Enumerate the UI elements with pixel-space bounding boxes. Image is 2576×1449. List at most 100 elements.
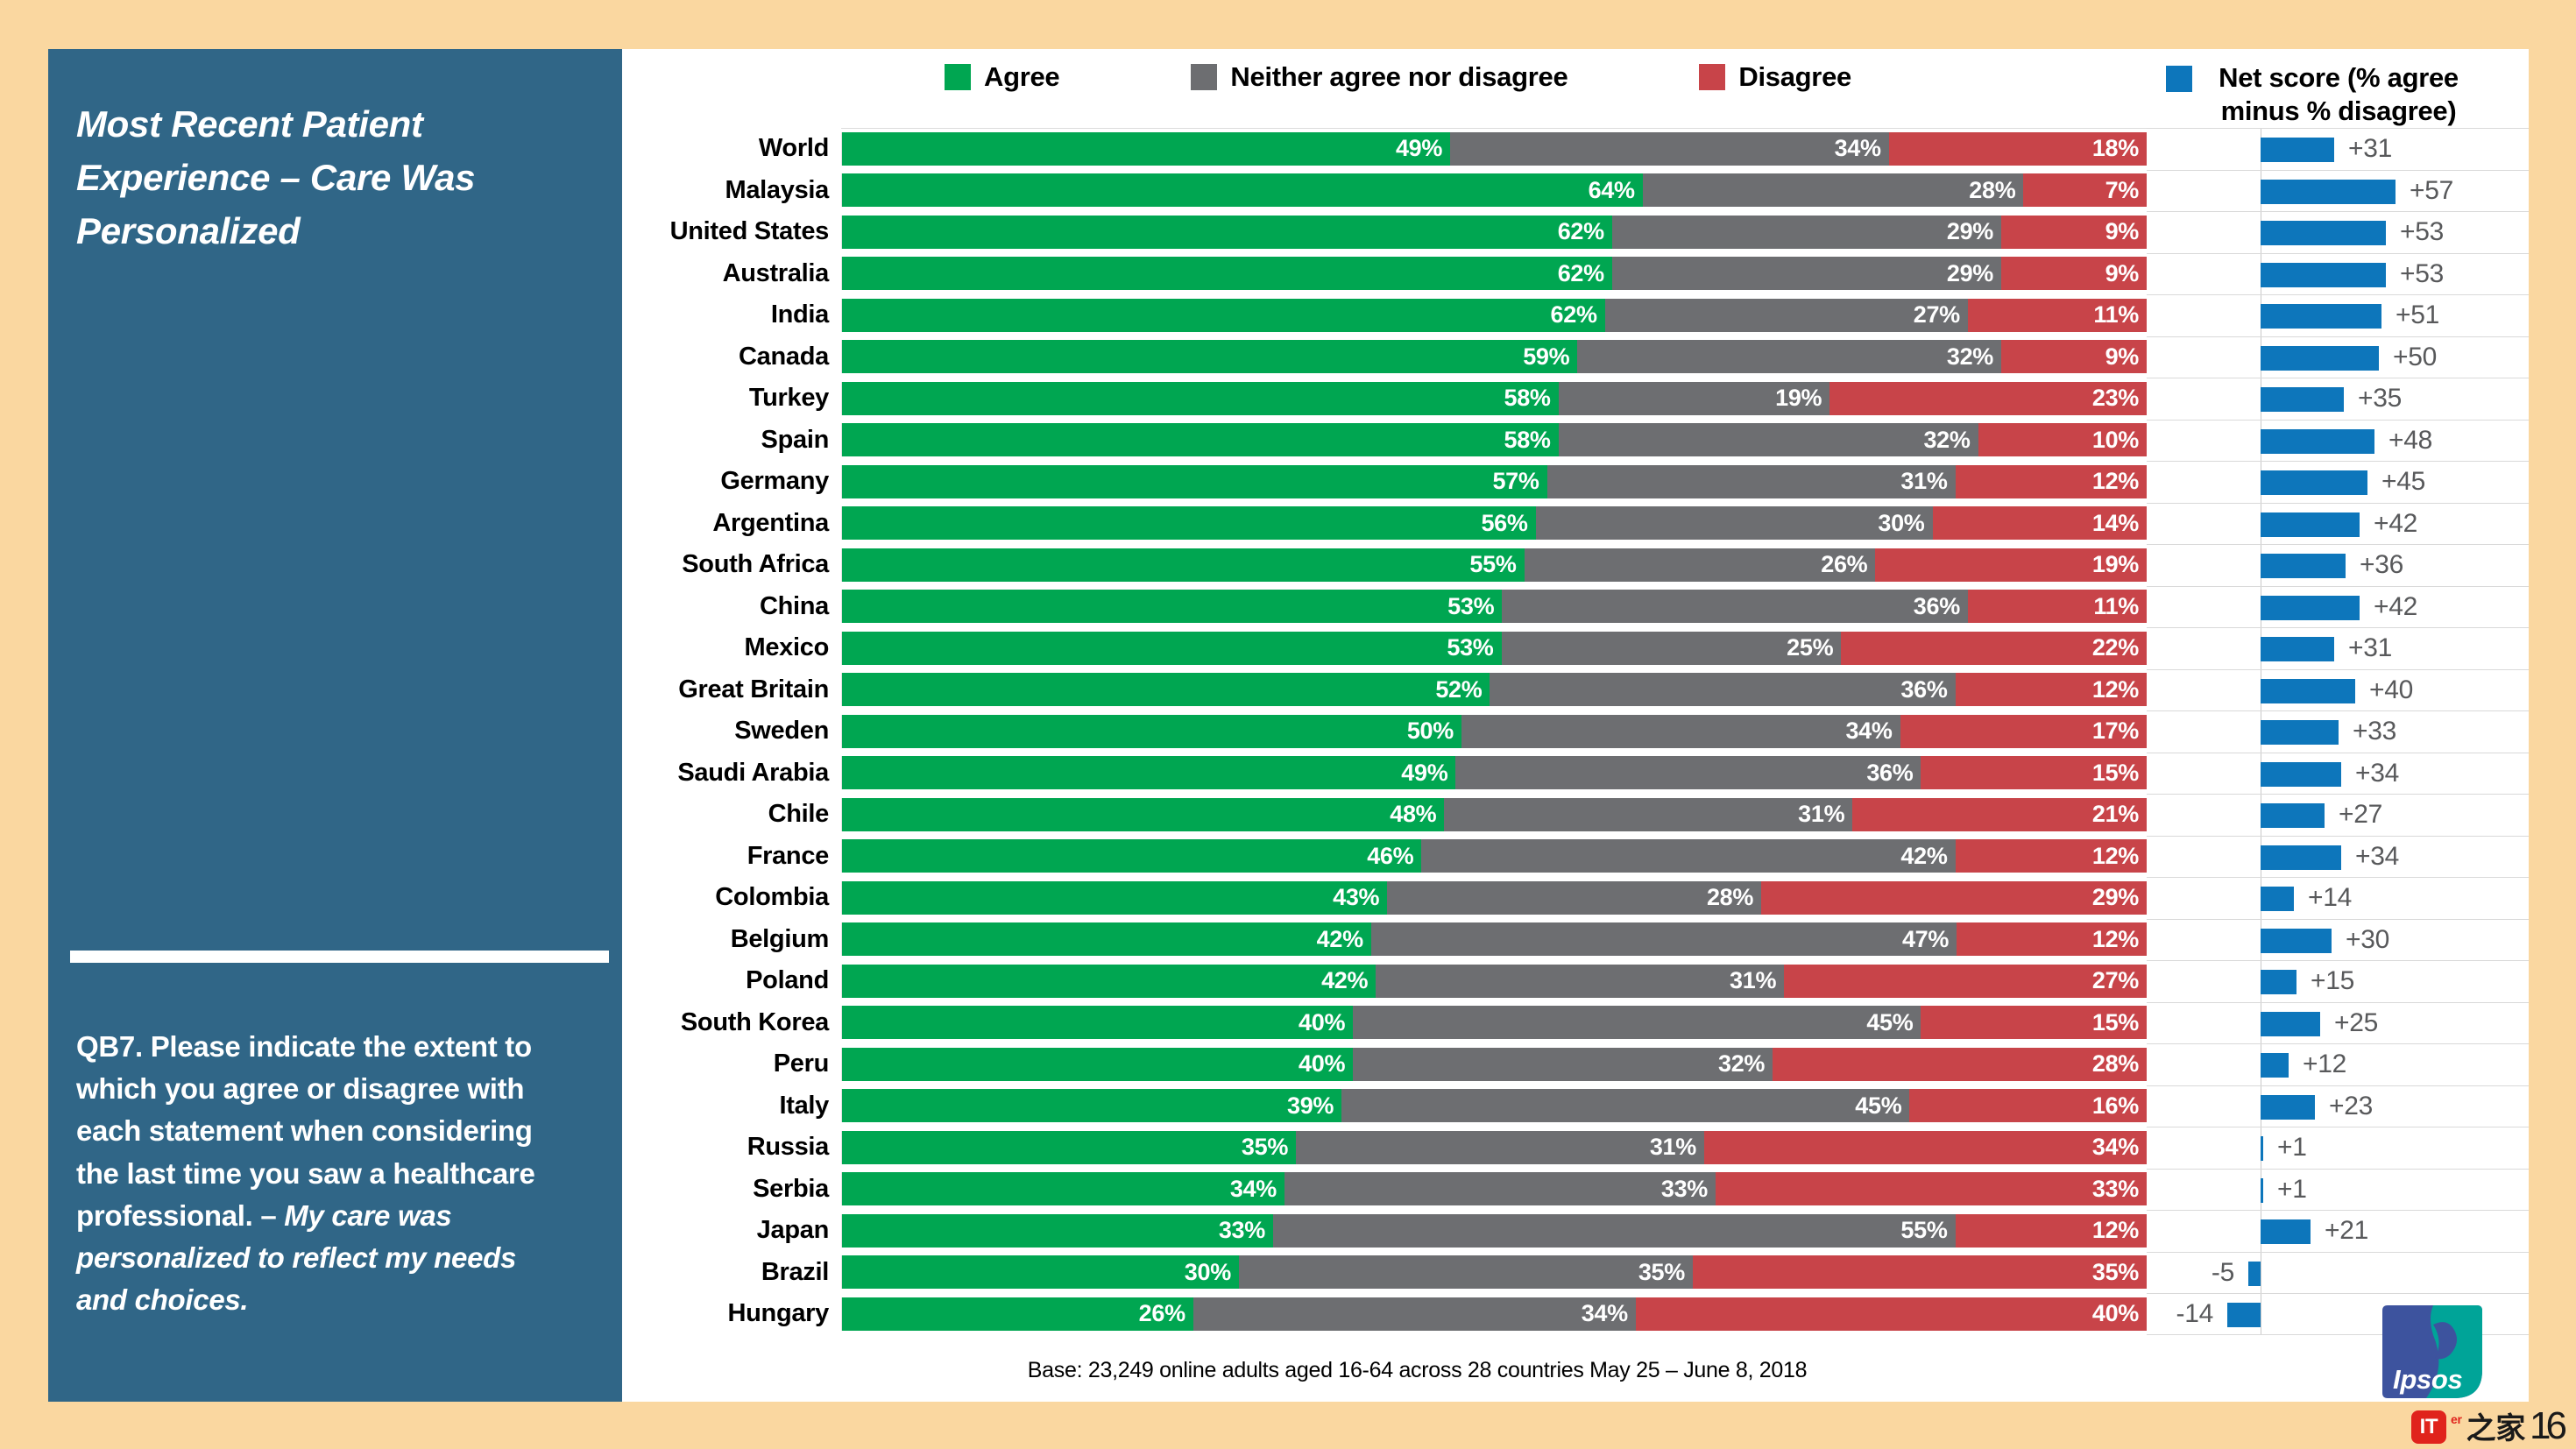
segment-neither: 29% — [1611, 215, 2002, 249]
net-value: +12 — [2303, 1050, 2346, 1079]
net-bar — [2261, 1219, 2311, 1244]
net-bar — [2261, 970, 2296, 994]
net-cell: +50 — [2147, 336, 2529, 378]
segment-value: 17% — [2091, 717, 2139, 745]
segment-agree: 56% — [842, 506, 1536, 541]
legend-item-agree: Agree — [945, 61, 1060, 93]
page-title: Most Recent Patient Experience – Care Wa… — [76, 103, 476, 251]
question-statement: My care was personalized to reflect my n… — [76, 1198, 517, 1317]
segment-value: 21% — [2091, 801, 2139, 828]
country-row: Serbia 34% 33% 33% +1 — [622, 1168, 2529, 1211]
net-bar — [2261, 262, 2386, 287]
segment-agree: 46% — [842, 839, 1422, 873]
segment-disagree: 12% — [1955, 673, 2147, 707]
net-value: +1 — [2277, 1174, 2307, 1204]
segment-disagree: 27% — [1784, 964, 2147, 998]
segment-value: 49% — [1401, 759, 1448, 786]
bar-stack: 42% 31% 27% — [841, 964, 2147, 998]
segment-disagree: 34% — [1703, 1130, 2147, 1164]
segment-disagree: 16% — [1909, 1089, 2147, 1123]
segment-value: 10% — [2091, 426, 2140, 453]
segment-value: 28% — [1969, 176, 2016, 203]
chart-area: Agree Neither agree nor disagree Disagre… — [622, 49, 2529, 1402]
watermark-site-name: 之家 — [2466, 1412, 2526, 1445]
country-row: Turkey 58% 19% 23% +35 — [622, 378, 2529, 420]
country-label: Great Britain — [678, 675, 829, 703]
bar-stack: 62% 29% 9% — [841, 215, 2148, 249]
net-value: +21 — [2325, 1216, 2368, 1246]
segment-neither: 36% — [1502, 590, 1968, 624]
bar-stack: 55% 26% 19% — [841, 548, 2147, 582]
segment-value: 29% — [2091, 884, 2139, 911]
segment-value: 34% — [1845, 717, 1893, 745]
segment-neither: 34% — [1192, 1297, 1636, 1331]
segment-value: 19% — [2091, 551, 2139, 578]
segment-value: 23% — [2091, 385, 2139, 412]
segment-agree: 39% — [842, 1089, 1342, 1123]
segment-agree: 62% — [842, 298, 1605, 332]
net-cell: +34 — [2147, 835, 2529, 878]
segment-value: 39% — [1287, 1092, 1334, 1119]
segment-value: 33% — [2091, 1175, 2139, 1202]
segment-value: 27% — [1913, 301, 1960, 329]
bar-stack: 56% 30% 14% — [841, 506, 2147, 541]
segment-agree: 53% — [842, 590, 1503, 624]
country-row: China 53% 36% 11% +42 — [622, 585, 2529, 628]
segment-value: 11% — [2093, 592, 2140, 619]
country-row: Russia 35% 31% 34% +1 — [622, 1127, 2529, 1169]
segment-disagree: 7% — [2023, 173, 2147, 208]
segment-value: 30% — [1878, 509, 1925, 536]
segment-neither: 28% — [1642, 173, 2024, 208]
segment-neither: 30% — [1535, 506, 1933, 541]
country-label: Mexico — [744, 633, 829, 662]
net-bar — [2261, 928, 2332, 953]
segment-neither: 27% — [1604, 298, 1968, 332]
net-cell: +42 — [2147, 502, 2529, 545]
net-legend: Net score (% agree minus % disagree) — [2147, 61, 2529, 128]
country-row: Chile 48% 31% 21% +27 — [622, 794, 2529, 836]
segment-neither: 45% — [1353, 1006, 1921, 1040]
segment-value: 59% — [1523, 343, 1570, 370]
base-note: Base: 23,249 online adults aged 16-64 ac… — [1027, 1357, 1808, 1382]
bar-stack: 46% 42% 12% — [841, 839, 2147, 873]
segment-value: 53% — [1447, 592, 1495, 619]
segment-disagree: 9% — [2001, 215, 2148, 249]
segment-agree: 33% — [842, 1213, 1273, 1248]
legend-label: Agree — [984, 61, 1060, 92]
segment-disagree: 15% — [1921, 756, 2147, 790]
segment-neither: 29% — [1611, 257, 2002, 291]
country-label: Sweden — [734, 717, 829, 746]
segment-neither: 19% — [1558, 381, 1830, 415]
segment-disagree: 23% — [1829, 381, 2147, 415]
segment-agree: 62% — [842, 215, 1612, 249]
segment-value: 15% — [2091, 759, 2139, 786]
segment-value: 18% — [2091, 135, 2139, 162]
net-bar — [2227, 1303, 2261, 1327]
country-label: Spain — [761, 425, 830, 454]
net-value: +31 — [2348, 633, 2392, 663]
net-cell: +15 — [2147, 960, 2529, 1002]
country-row: India 62% 27% 11% +51 — [622, 294, 2529, 336]
segment-value: 33% — [1660, 1175, 1708, 1202]
ipsos-logo: Ipsos — [2382, 1305, 2482, 1398]
segment-disagree: 11% — [1967, 590, 2148, 624]
bar-stack: 59% 32% 9% — [841, 340, 2148, 374]
segment-neither: 42% — [1421, 839, 1956, 873]
sidebar: Most Recent Patient Experience – Care Wa… — [48, 49, 622, 1402]
segment-value: 32% — [1718, 1050, 1766, 1078]
country-row: Peru 40% 32% 28% +12 — [622, 1043, 2529, 1085]
segment-agree: 62% — [842, 257, 1612, 291]
country-label: Serbia — [753, 1174, 829, 1203]
net-cell: +34 — [2147, 752, 2529, 795]
segment-value: 36% — [1913, 592, 1960, 619]
net-bar — [2261, 470, 2367, 495]
country-label: Malaysia — [725, 175, 829, 204]
segment-disagree: 19% — [1875, 548, 2147, 582]
net-cell: +21 — [2147, 1210, 2529, 1252]
net-cell: +33 — [2147, 710, 2529, 753]
segment-value: 50% — [1406, 717, 1454, 745]
segment-value: 43% — [1333, 884, 1380, 911]
country-row: Sweden 50% 34% 17% +33 — [622, 710, 2529, 753]
question-text: QB7. Please indicate the extent to which… — [76, 1026, 549, 1321]
